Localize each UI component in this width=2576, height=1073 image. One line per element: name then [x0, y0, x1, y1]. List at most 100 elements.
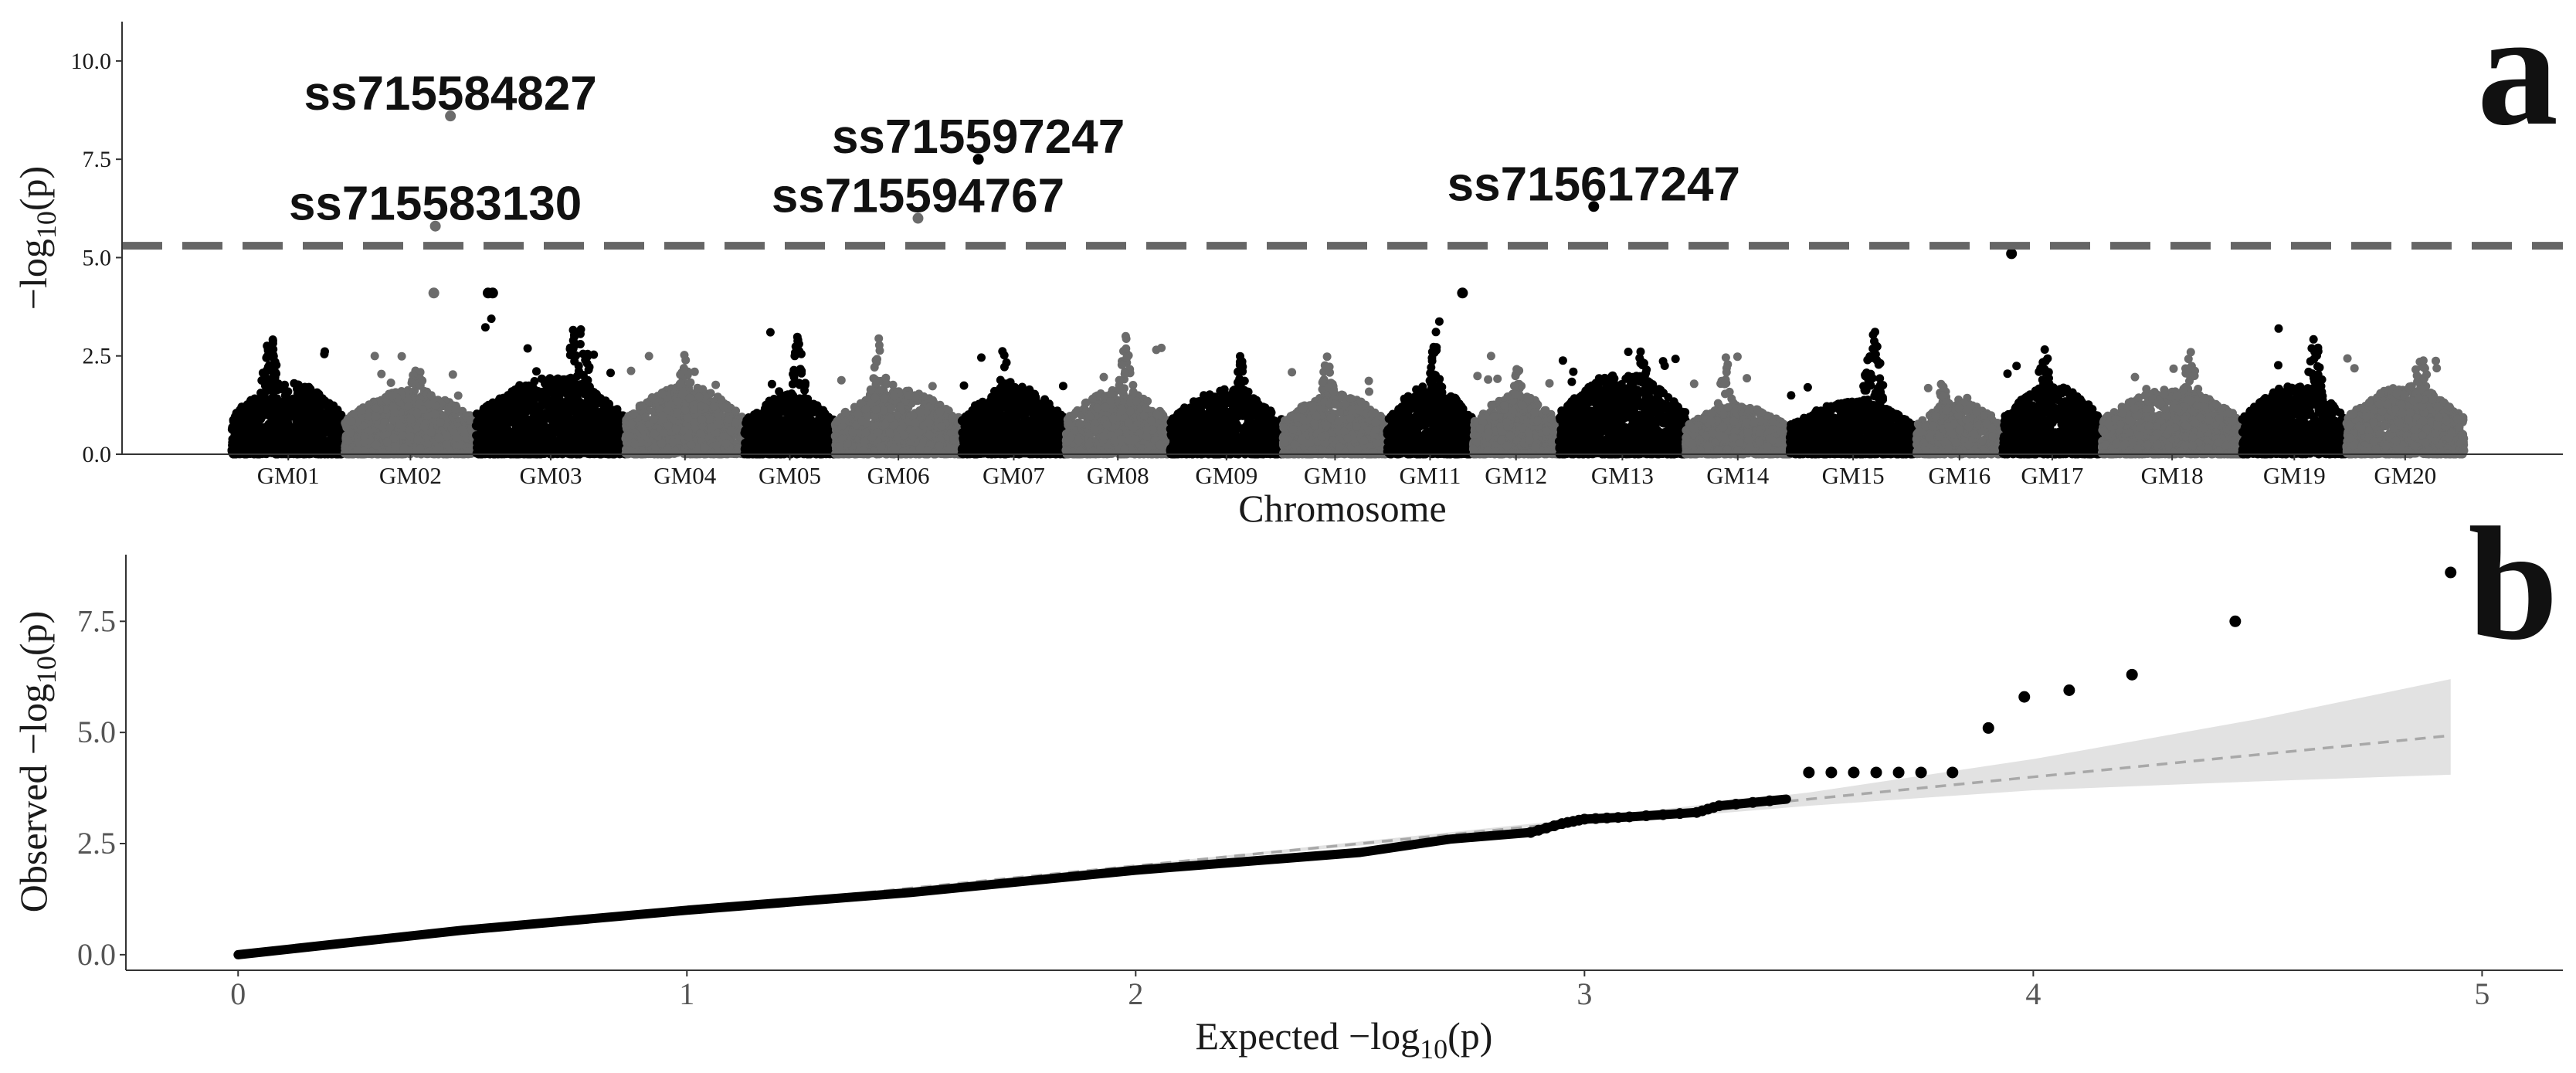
manhattan-point	[480, 323, 490, 332]
manhattan-point	[265, 436, 274, 446]
manhattan-point	[521, 435, 530, 444]
manhattan-point	[568, 344, 578, 353]
manhattan-point	[390, 409, 399, 417]
manhattan-point	[647, 393, 657, 402]
manhattan-point	[679, 364, 688, 373]
manhattan-point	[594, 444, 602, 453]
manhattan-point	[650, 430, 659, 439]
manhattan-point	[268, 399, 277, 408]
manhattan-point	[558, 428, 568, 437]
manhattan-point	[345, 429, 355, 437]
manhattan-point	[657, 439, 667, 448]
manhattan-point	[457, 425, 467, 434]
manhattan-point	[423, 412, 433, 421]
manhattan-point	[246, 431, 255, 440]
manhattan-point	[674, 397, 683, 406]
chromosome-points-gm05	[740, 328, 840, 459]
manhattan-point	[265, 411, 274, 420]
manhattan-point	[575, 381, 585, 389]
manhattan-point	[719, 402, 728, 412]
manhattan-point	[649, 415, 658, 424]
manhattan-point	[671, 424, 680, 433]
manhattan-point	[293, 389, 302, 398]
manhattan-point	[562, 386, 572, 395]
manhattan-point	[626, 419, 636, 429]
manhattan-point	[228, 423, 237, 432]
manhattan-point	[696, 429, 705, 438]
manhattan-point	[668, 437, 677, 447]
manhattan-point	[294, 426, 304, 436]
manhattan-point	[585, 432, 594, 441]
manhattan-point	[328, 401, 338, 410]
manhattan-point	[257, 439, 266, 448]
manhattan-point	[518, 406, 527, 416]
manhattan-point	[321, 347, 329, 356]
manhattan-point	[272, 361, 281, 370]
manhattan-point	[494, 400, 504, 409]
manhattan-point	[512, 433, 521, 441]
manhattan-point	[606, 368, 615, 378]
manhattan-point	[493, 409, 502, 418]
chromosome-points-gm04	[621, 351, 749, 459]
manhattan-point	[535, 415, 544, 424]
manhattan-point	[683, 413, 692, 423]
manhattan-point	[389, 433, 399, 443]
manhattan-point	[505, 408, 514, 416]
manhattan-point	[312, 427, 321, 436]
manhattan-point	[277, 430, 286, 439]
manhattan-point	[535, 423, 543, 431]
manhattan-point	[347, 416, 356, 426]
manhattan-point	[687, 440, 696, 450]
manhattan-point	[330, 426, 339, 436]
manhattan-point	[426, 391, 436, 400]
manhattan-point	[277, 409, 287, 418]
manhattan-point	[592, 389, 601, 399]
manhattan-point	[562, 411, 572, 420]
manhattan-point	[572, 390, 582, 399]
manhattan-point	[685, 393, 694, 402]
manhattan-point	[233, 416, 243, 426]
manhattan-point	[613, 413, 623, 422]
manhattan-point	[357, 406, 366, 415]
manhattan-point	[453, 391, 463, 400]
manhattan-point	[448, 370, 457, 379]
manhattan-point	[389, 391, 398, 400]
manhattan-point	[303, 415, 312, 423]
manhattan-point	[343, 436, 352, 445]
manhattan-point	[294, 380, 303, 389]
manhattan-point	[318, 409, 328, 418]
manhattan-point	[329, 414, 338, 423]
manhattan-point	[353, 446, 361, 455]
manhattan-point	[637, 423, 647, 433]
chromosome-points-gm03	[471, 314, 630, 459]
manhattan-point	[549, 440, 558, 450]
manhattan-point	[522, 423, 531, 432]
manhattan-point	[553, 374, 562, 383]
manhattan-point	[681, 355, 691, 365]
manhattan-point	[697, 415, 707, 424]
manhattan-point	[263, 385, 272, 395]
manhattan-point	[605, 442, 614, 451]
manhattan-point	[452, 433, 460, 442]
manhattan-point	[311, 417, 321, 426]
manhattan-point	[407, 379, 416, 388]
manhattan-point	[724, 415, 733, 424]
manhattan-point	[700, 443, 709, 453]
manhattan-point	[442, 440, 451, 449]
manhattan-point	[391, 442, 400, 451]
manhattan-point	[240, 406, 249, 416]
manhattan-point	[515, 383, 524, 392]
manhattan-point	[424, 399, 433, 409]
manhattan-point	[385, 423, 395, 432]
manhattan-point	[678, 389, 687, 398]
manhattan-point	[378, 448, 387, 457]
manhattan-point	[377, 369, 386, 379]
manhattan-point	[641, 413, 650, 422]
manhattan-point	[426, 428, 436, 437]
manhattan-point	[673, 408, 682, 416]
manhattan-point	[280, 380, 289, 389]
manhattan-point	[280, 391, 290, 400]
manhattan-point	[694, 392, 704, 401]
manhattan-point	[709, 402, 718, 411]
manhattan-point	[307, 407, 317, 416]
